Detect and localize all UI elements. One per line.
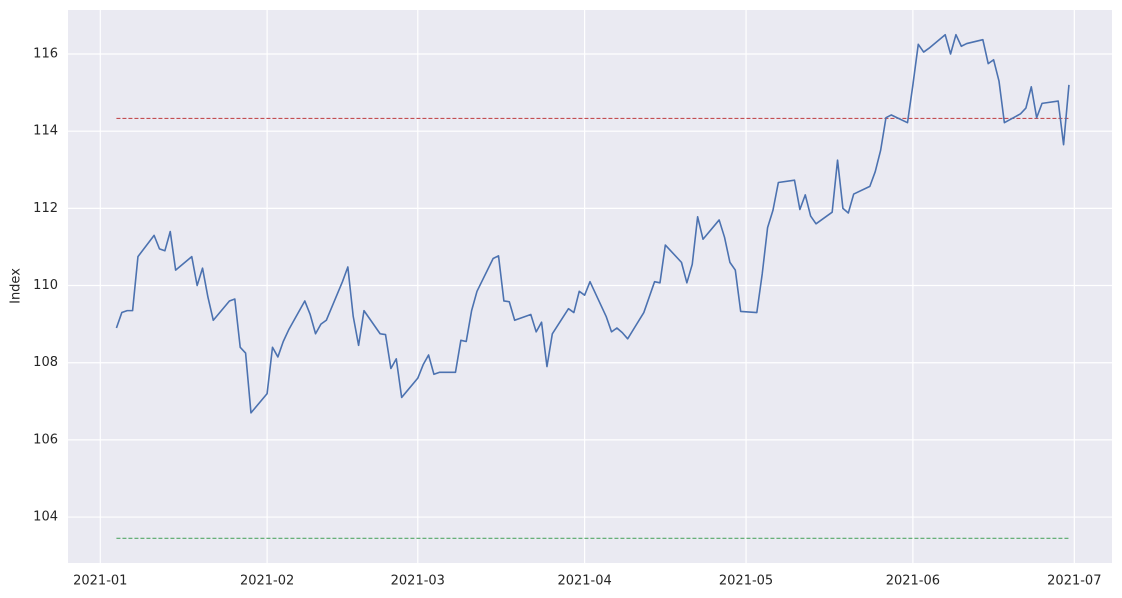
x-tick-label: 2021-04	[557, 574, 611, 589]
x-tick-label: 2021-02	[240, 574, 294, 589]
y-tick-label: 108	[33, 355, 58, 370]
x-tick-label: 2021-07	[1047, 574, 1101, 589]
x-tick-label: 2021-05	[719, 574, 773, 589]
y-tick-label: 116	[33, 46, 58, 61]
y-tick-label: 106	[33, 432, 58, 447]
y-tick-label: 112	[33, 201, 58, 216]
y-axis-label: Index	[9, 268, 24, 304]
y-tick-label: 110	[33, 278, 58, 293]
x-tick-label: 2021-06	[886, 574, 940, 589]
y-tick-label: 104	[33, 510, 58, 525]
data-line	[115, 33, 1070, 414]
x-tick-label: 2021-01	[73, 574, 127, 589]
plot-area	[68, 10, 1112, 563]
y-tick-label: 114	[33, 124, 58, 139]
x-tick-label: 2021-03	[391, 574, 445, 589]
